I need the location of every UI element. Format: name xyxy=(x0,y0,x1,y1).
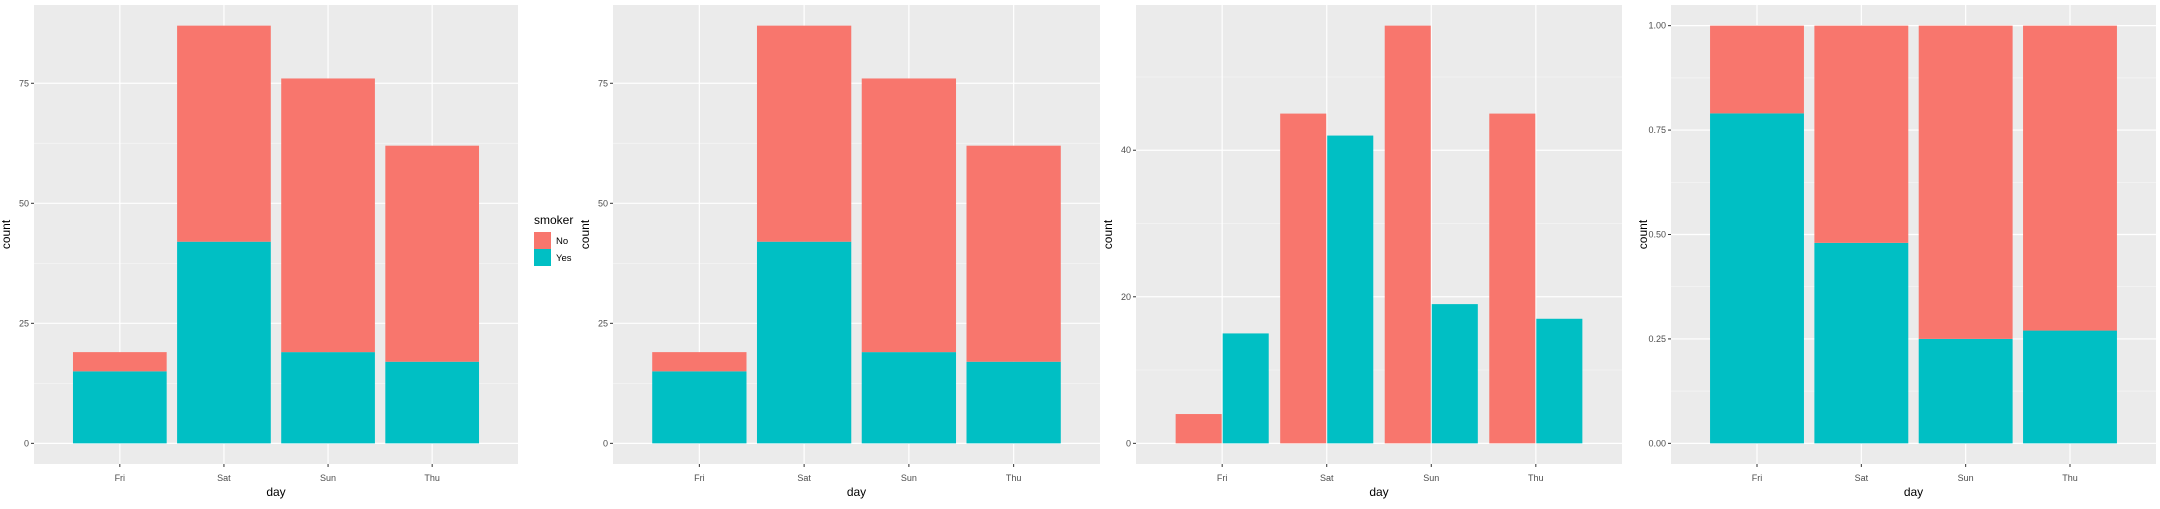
x-tick-label: Sun xyxy=(320,473,336,483)
x-tick-label: Sun xyxy=(1423,473,1439,483)
x-axis-title: day xyxy=(1369,485,1388,499)
y-tick-label: 50 xyxy=(19,198,29,208)
bar-yes-fri xyxy=(652,371,747,444)
bar-yes-fri xyxy=(1710,113,1804,444)
bar-no-sun xyxy=(1918,25,2013,339)
bar-yes-sat xyxy=(1814,242,1909,444)
bar-yes-sat xyxy=(1327,135,1374,444)
x-tick-label: Sun xyxy=(901,473,917,483)
bar-no-sun xyxy=(1384,25,1431,444)
chart-stacked-count-with-legend: 0 25 50 75 Fri Sat Sun Thu day count xyxy=(0,5,518,499)
x-tick-label: Thu xyxy=(1006,473,1022,483)
x-tick-label: Fri xyxy=(1752,473,1763,483)
bar-no-fri xyxy=(1175,414,1222,444)
bar-yes-thu xyxy=(1536,318,1583,444)
bar-yes-sat xyxy=(177,241,271,444)
y-tick-label: 20 xyxy=(1121,292,1131,302)
bar-yes-thu xyxy=(2023,330,2117,444)
y-tick-label: 0.00 xyxy=(1648,438,1666,448)
bar-no-sun xyxy=(281,78,375,353)
bar-no-fri xyxy=(1710,25,1804,114)
legend-label-yes: Yes xyxy=(556,253,572,264)
x-tick-label: Fri xyxy=(115,473,126,483)
y-axis-title: count xyxy=(578,219,592,249)
x-tick-label: Thu xyxy=(1528,473,1544,483)
x-tick-label: Sat xyxy=(797,473,811,483)
bar-no-sat xyxy=(1280,113,1327,444)
bar-no-thu xyxy=(966,145,1061,362)
y-tick-label: 0.50 xyxy=(1648,230,1666,240)
bar-no-sun xyxy=(861,78,957,353)
x-axis-title: day xyxy=(1904,485,1923,499)
bar-yes-sun xyxy=(1431,304,1478,444)
y-tick-label: 25 xyxy=(598,318,608,328)
legend-key-no xyxy=(534,232,551,249)
bar-no-thu xyxy=(2023,25,2117,331)
legend-key-yes xyxy=(534,249,551,266)
x-axis-title: day xyxy=(266,485,285,499)
x-tick-label: Sat xyxy=(1855,473,1869,483)
bar-yes-fri xyxy=(72,371,167,444)
y-tick-label: 50 xyxy=(598,198,608,208)
y-tick-label: 0.75 xyxy=(1648,125,1666,135)
x-tick-label: Sat xyxy=(1320,473,1334,483)
x-tick-label: Fri xyxy=(1217,473,1228,483)
x-tick-label: Fri xyxy=(694,473,705,483)
bar-yes-sat xyxy=(756,241,852,444)
x-axis-title: day xyxy=(847,485,866,499)
bar-yes-sun xyxy=(861,352,957,444)
x-tick-label: Sat xyxy=(217,473,231,483)
y-tick-label: 0.25 xyxy=(1648,334,1666,344)
y-tick-label: 0 xyxy=(603,438,608,448)
bar-yes-sun xyxy=(281,352,375,444)
y-tick-label: 0 xyxy=(24,438,29,448)
x-tick-label: Thu xyxy=(424,473,440,483)
legend-label-no: No xyxy=(556,236,568,247)
x-tick-label: Sun xyxy=(1958,473,1974,483)
legend-title: smoker xyxy=(534,213,573,227)
bar-no-sat xyxy=(1814,25,1909,243)
y-tick-label: 1.00 xyxy=(1648,21,1666,31)
bar-no-thu xyxy=(1489,113,1536,444)
y-axis-title: count xyxy=(1636,219,1650,249)
x-tick-label: Thu xyxy=(2062,473,2078,483)
y-tick-label: 25 xyxy=(19,318,29,328)
y-axis-title: count xyxy=(1101,219,1115,249)
chart-dodged-count: 0 20 40 Fri Sat Sun Thu day count xyxy=(1101,5,1622,499)
y-tick-label: 75 xyxy=(19,78,29,88)
y-tick-label: 0 xyxy=(1126,438,1131,448)
bar-no-fri xyxy=(652,352,747,372)
legend: smoker No Yes xyxy=(534,213,573,266)
bar-yes-thu xyxy=(966,361,1061,444)
y-tick-label: 40 xyxy=(1121,145,1131,155)
bar-no-fri xyxy=(72,352,167,372)
bar-no-sat xyxy=(756,25,852,242)
bar-yes-thu xyxy=(385,361,480,444)
chart-filled-proportion: 0.00 0.25 0.50 0.75 1.00 Fri Sat Sun Thu day count xyxy=(1636,5,2156,499)
bar-yes-fri xyxy=(1222,333,1269,444)
y-axis-title: count xyxy=(0,219,13,249)
bar-yes-sun xyxy=(1918,338,2013,444)
bar-no-sat xyxy=(177,25,271,242)
bar-no-thu xyxy=(385,145,480,362)
chart-stacked-count: 0 25 50 75 Fri Sat Sun Thu day count xyxy=(578,5,1100,499)
y-tick-label: 75 xyxy=(598,78,608,88)
